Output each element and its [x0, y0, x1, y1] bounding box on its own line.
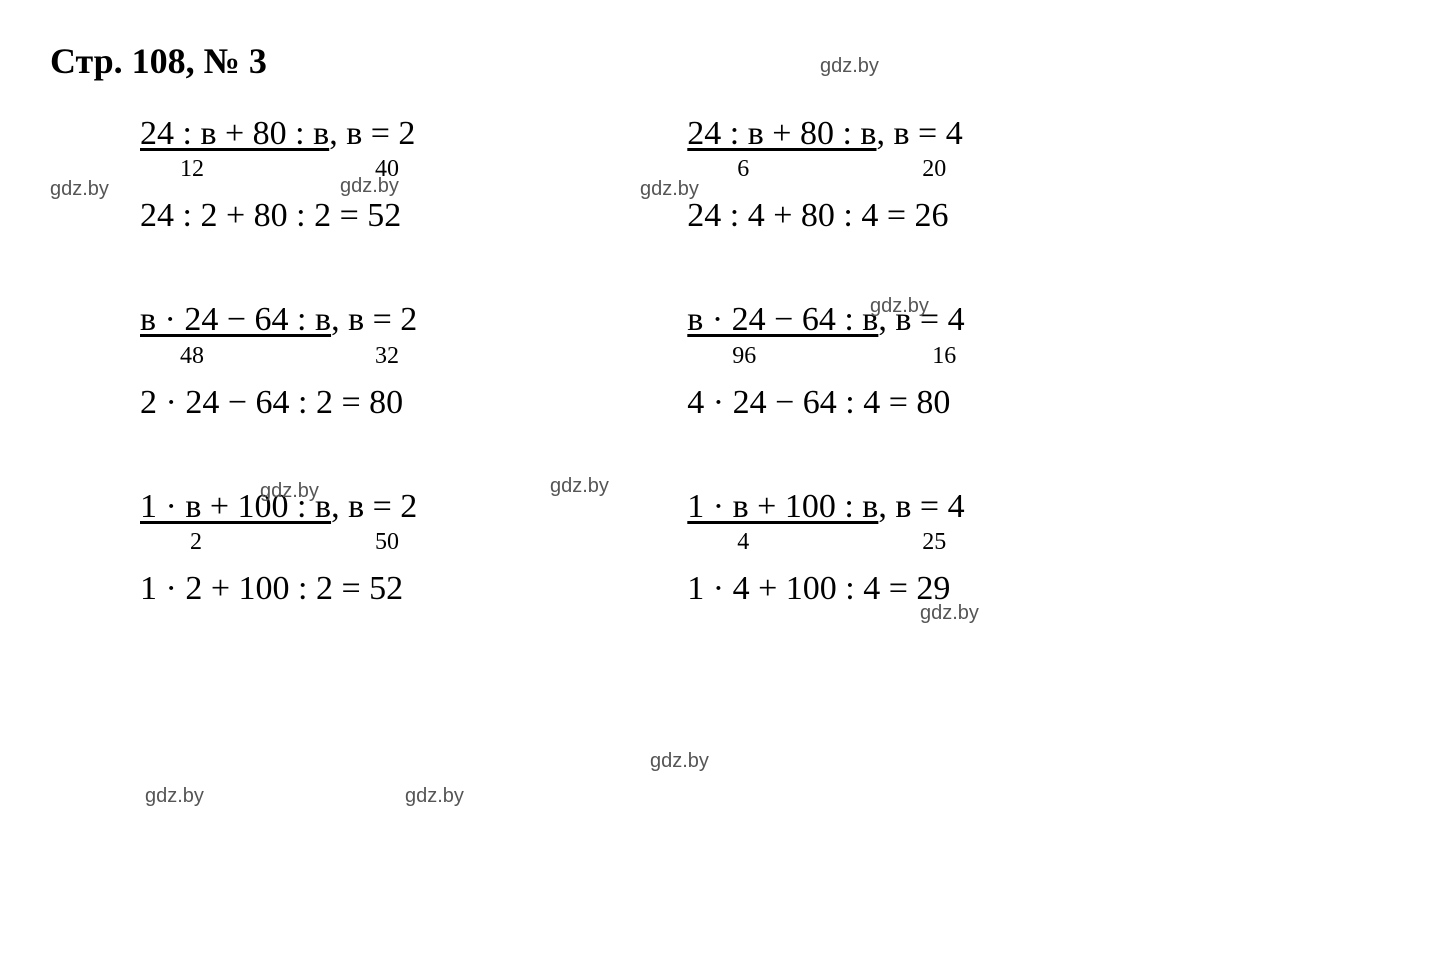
intermediate-value: 2 [190, 529, 202, 556]
intermediate-value: 6 [737, 156, 749, 183]
expression-line: 24 : в + 80 : в, в = 2 [140, 112, 417, 156]
page-header: Стр. 108, № 3 [50, 40, 1397, 82]
intermediate-value: 48 [180, 343, 204, 370]
expression-line: 1 · в + 100 : в, в = 2 [140, 485, 417, 529]
watermark: gdz.by [145, 785, 204, 808]
problem-column: 24 : в + 80 : в, в = 2124024 : 2 + 80 : … [50, 112, 417, 611]
intermediate-values: 12 40 [140, 156, 417, 186]
intermediate-value: 16 [932, 343, 956, 370]
math-problem: в · 24 − 64 : в, в = 248322 · 24 − 64 : … [50, 298, 417, 424]
math-problem: 1 · в + 100 : в, в = 44251 · 4 + 100 : 4… [597, 485, 964, 611]
problem-column: 24 : в + 80 : в, в = 462024 : 4 + 80 : 4… [597, 112, 964, 611]
math-problem: 1 · в + 100 : в, в = 22501 · 2 + 100 : 2… [50, 485, 417, 611]
result-line: 24 : 2 + 80 : 2 = 52 [140, 194, 417, 238]
intermediate-value: 40 [375, 156, 399, 183]
expression-suffix: , в = 4 [878, 301, 964, 338]
expression-underlined: 24 : в + 80 : в [140, 115, 329, 152]
intermediate-value: 20 [922, 156, 946, 183]
intermediate-values: 48 32 [140, 343, 417, 373]
result-line: 24 : 4 + 80 : 4 = 26 [687, 194, 964, 238]
result-line: 2 · 24 − 64 : 2 = 80 [140, 381, 417, 425]
expression-suffix: , в = 4 [878, 488, 964, 525]
page-reference: Стр. 108, № 3 [50, 41, 267, 81]
intermediate-value: 12 [180, 156, 204, 183]
intermediate-value: 4 [737, 529, 749, 556]
intermediate-value: 96 [732, 343, 756, 370]
intermediate-value: 50 [375, 529, 399, 556]
expression-suffix: , в = 2 [331, 488, 417, 525]
intermediate-values: 6 20 [687, 156, 964, 186]
expression-line: 1 · в + 100 : в, в = 4 [687, 485, 964, 529]
math-problem: 24 : в + 80 : в, в = 2124024 : 2 + 80 : … [50, 112, 417, 238]
expression-underlined: 1 · в + 100 : в [140, 488, 331, 525]
expression-underlined: в · 24 − 64 : в [687, 301, 878, 338]
watermark: gdz.by [405, 785, 464, 808]
math-problem: в · 24 − 64 : в, в = 496164 · 24 − 64 : … [597, 298, 964, 424]
expression-line: в · 24 − 64 : в, в = 4 [687, 298, 964, 342]
watermark: gdz.by [650, 750, 709, 773]
expression-suffix: , в = 4 [876, 115, 962, 152]
expression-underlined: 24 : в + 80 : в [687, 115, 876, 152]
result-line: 1 · 2 + 100 : 2 = 52 [140, 567, 417, 611]
intermediate-values: 4 25 [687, 529, 964, 559]
expression-suffix: , в = 2 [329, 115, 415, 152]
problems-content: 24 : в + 80 : в, в = 2124024 : 2 + 80 : … [50, 112, 1397, 611]
expression-underlined: в · 24 − 64 : в [140, 301, 331, 338]
intermediate-value: 32 [375, 343, 399, 370]
result-line: 1 · 4 + 100 : 4 = 29 [687, 567, 964, 611]
intermediate-values: 2 50 [140, 529, 417, 559]
intermediate-values: 96 16 [687, 343, 964, 373]
result-line: 4 · 24 − 64 : 4 = 80 [687, 381, 964, 425]
expression-underlined: 1 · в + 100 : в [687, 488, 878, 525]
expression-line: 24 : в + 80 : в, в = 4 [687, 112, 964, 156]
expression-line: в · 24 − 64 : в, в = 2 [140, 298, 417, 342]
math-problem: 24 : в + 80 : в, в = 462024 : 4 + 80 : 4… [597, 112, 964, 238]
expression-suffix: , в = 2 [331, 301, 417, 338]
intermediate-value: 25 [922, 529, 946, 556]
